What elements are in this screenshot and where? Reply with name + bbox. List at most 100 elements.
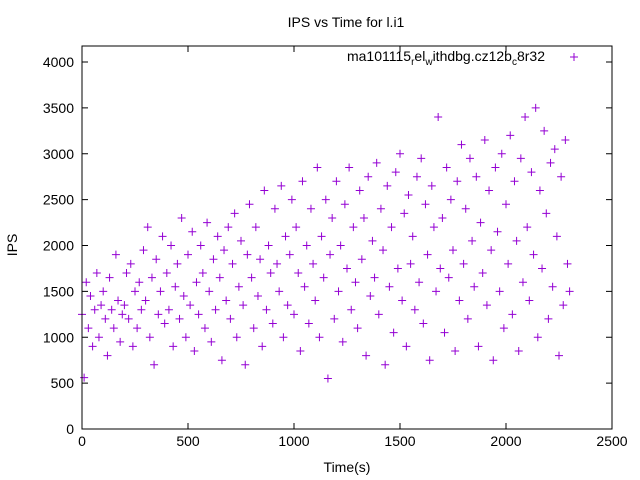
data-point: [107, 305, 116, 314]
data-point: [215, 273, 224, 282]
x-tick-label: 500: [176, 433, 200, 449]
data-point: [455, 296, 464, 305]
data-point: [321, 195, 330, 204]
data-point: [446, 195, 455, 204]
data-point: [518, 278, 527, 287]
legend: ma101115relwithdbg.cz12bc8r32: [347, 48, 578, 68]
data-point: [234, 282, 243, 291]
data-point: [372, 158, 381, 167]
data-point: [404, 191, 413, 200]
data-point: [243, 250, 252, 259]
data-point: [542, 209, 551, 218]
data-point: [251, 223, 260, 232]
data-point: [400, 209, 409, 218]
data-point: [340, 200, 349, 209]
data-point: [338, 337, 347, 346]
x-tick-label: 0: [78, 433, 86, 449]
data-point: [88, 342, 97, 351]
data-point: [313, 163, 322, 172]
data-point: [97, 301, 106, 310]
data-point: [535, 186, 544, 195]
y-tick-label: 3000: [43, 146, 74, 162]
data-point: [480, 135, 489, 144]
data-point: [230, 209, 239, 218]
chart-title: IPS vs Time for l.i1: [288, 14, 405, 30]
data-point: [493, 227, 502, 236]
data-point: [527, 168, 536, 177]
data-point: [379, 246, 388, 255]
data-point: [160, 319, 169, 328]
data-point: [381, 360, 390, 369]
data-point: [323, 374, 332, 383]
data-point: [343, 264, 351, 273]
y-tick-label: 1500: [43, 283, 74, 299]
data-point: [499, 324, 508, 333]
data-point: [306, 204, 315, 213]
data-point: [529, 250, 538, 259]
data-point: [427, 181, 436, 190]
data-point: [82, 278, 91, 287]
y-tick-label: 4000: [43, 54, 74, 70]
data-point: [485, 186, 494, 195]
legend-marker-plus: [570, 53, 578, 61]
data-point: [101, 314, 110, 323]
data-point: [521, 113, 530, 122]
data-point: [546, 158, 555, 167]
data-point: [332, 177, 341, 186]
data-point: [474, 342, 483, 351]
data-point: [355, 186, 364, 195]
data-point: [249, 324, 258, 333]
data-point: [260, 186, 269, 195]
data-point: [402, 342, 411, 351]
data-point: [118, 310, 127, 319]
data-point: [387, 223, 396, 232]
x-tick-label: 2000: [490, 433, 521, 449]
data-point: [304, 319, 313, 328]
data-point: [425, 356, 434, 365]
data-point: [281, 232, 290, 241]
data-point: [145, 333, 154, 342]
x-tick-label: 1000: [278, 433, 309, 449]
data-point: [109, 324, 118, 333]
data-point: [167, 241, 176, 250]
data-point: [114, 296, 123, 305]
data-point: [463, 314, 472, 323]
data-point: [158, 232, 167, 241]
data-point: [253, 291, 262, 300]
data-point: [516, 154, 525, 163]
data-point: [126, 259, 135, 268]
data-point: [459, 259, 468, 268]
data-point: [421, 200, 430, 209]
y-tick-label: 3500: [43, 100, 74, 116]
data-point: [194, 310, 203, 319]
data-point: [548, 282, 557, 291]
data-point: [273, 259, 282, 268]
data-point: [245, 200, 254, 209]
data-point: [309, 259, 318, 268]
data-point: [188, 227, 197, 236]
data-point: [368, 236, 377, 245]
data-point: [268, 319, 277, 328]
data-point: [154, 310, 163, 319]
data-point: [366, 291, 375, 300]
data-point: [434, 113, 443, 122]
data-point: [315, 333, 324, 342]
data-point: [533, 333, 542, 342]
y-tick-label: 500: [51, 375, 75, 391]
data-point: [137, 305, 146, 314]
data-point: [141, 296, 150, 305]
data-point: [150, 360, 159, 369]
data-point: [264, 241, 273, 250]
data-point: [482, 301, 491, 310]
data-point: [224, 223, 233, 232]
y-tick-label: 2500: [43, 192, 74, 208]
data-point: [296, 347, 305, 356]
data-point: [487, 246, 496, 255]
y-tick-label: 1000: [43, 329, 74, 345]
data-point: [376, 204, 385, 213]
data-point: [440, 328, 449, 337]
data-point: [90, 305, 99, 314]
data-point: [173, 259, 182, 268]
plot-frame: [81, 45, 613, 430]
